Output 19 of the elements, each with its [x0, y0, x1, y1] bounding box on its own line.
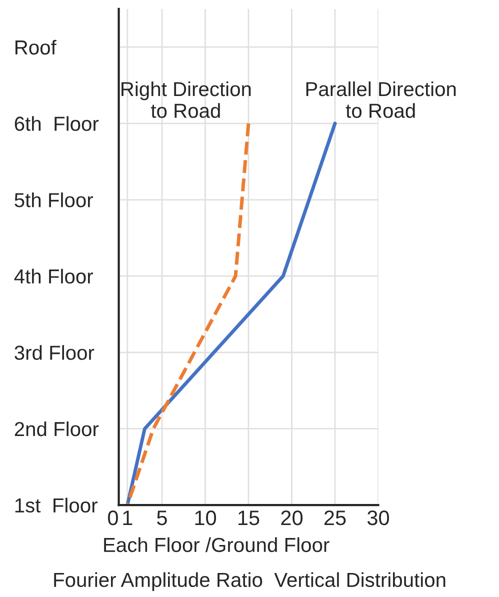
x-axis-title: Each Floor /Ground Floor — [104, 537, 330, 552]
series-label: Right Direction to Road — [122, 81, 251, 118]
y-tick-label: Roof — [16, 40, 56, 55]
x-tick-label: 0 — [108, 510, 118, 526]
y-tick-label: 3rd Floor — [14, 345, 94, 360]
x-tick-label: 5 — [157, 510, 167, 526]
x-tick-label: 15 — [238, 510, 260, 526]
y-tick-label: 4th Floor — [14, 268, 93, 284]
y-tick-label: 2nd Floor — [14, 421, 99, 436]
x-tick-label: 30 — [367, 510, 390, 526]
y-tick-label: 5th Floor — [14, 192, 93, 208]
x-tick-label: 1 — [123, 510, 132, 526]
x-tick-label: 10 — [195, 510, 216, 526]
y-tick-label: 1st Floor — [15, 498, 98, 513]
x-tick-label: 20 — [281, 510, 303, 526]
text: Fourier Amplitude Ratio Vertical Distribution — [54, 572, 446, 592]
x-tick-label: 25 — [324, 510, 346, 526]
series-label: Parallel Direction to Road — [306, 81, 456, 118]
y-tick-label: 6th Floor — [14, 116, 99, 131]
